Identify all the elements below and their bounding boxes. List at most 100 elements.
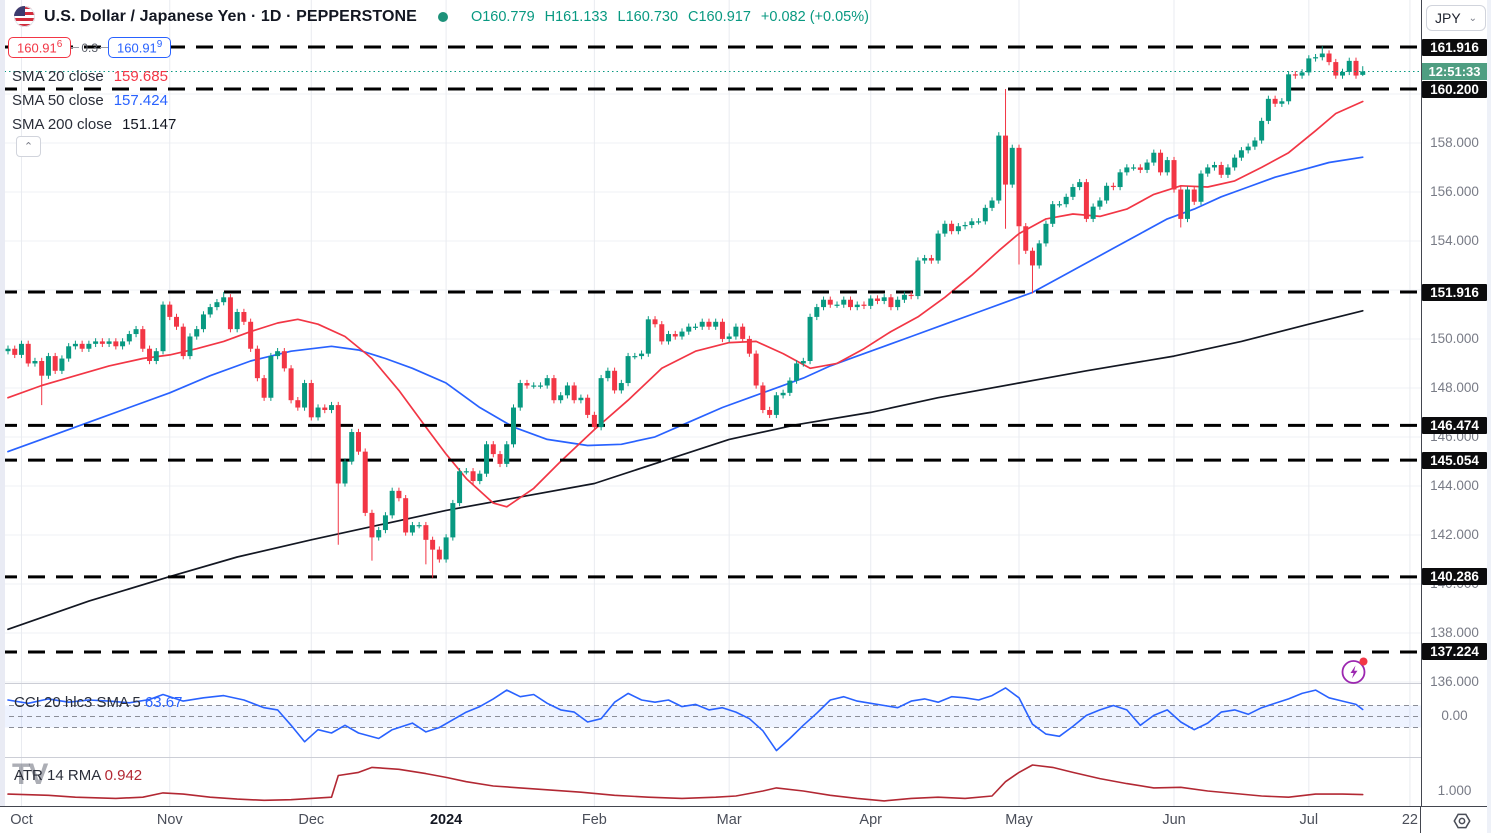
candle-body <box>531 385 537 387</box>
time-tick-label[interactable]: 22 <box>1401 812 1418 828</box>
price-tick-label: 150.000 <box>1430 330 1479 346</box>
candle-body <box>591 414 597 428</box>
candle-body <box>25 343 31 364</box>
currency-dropdown[interactable]: JPY ⌄ <box>1426 5 1486 31</box>
bar-countdown-label: 12:51:33 <box>1422 63 1487 80</box>
candle-body <box>605 370 611 379</box>
candle-body <box>403 498 409 533</box>
candle-body <box>1265 98 1271 121</box>
candle-body <box>335 405 341 484</box>
candle-body <box>652 319 658 325</box>
time-tick-label[interactable]: Oct <box>10 812 33 828</box>
candle-body <box>1117 172 1123 188</box>
candle-body <box>585 397 591 415</box>
candle-body <box>160 304 166 352</box>
candle-body <box>275 351 281 357</box>
candle-body <box>194 329 200 337</box>
candle-body <box>1036 243 1042 266</box>
time-tick-label[interactable]: Nov <box>156 812 183 828</box>
indicator-legend-row[interactable]: SMA 50 close 157.424 <box>12 88 176 112</box>
atr-indicator-label[interactable]: ATR 14 RMA 0.942 <box>14 767 142 784</box>
bid-sup-digit: 6 <box>56 39 63 50</box>
candle-body <box>1110 185 1116 188</box>
candle-body <box>59 358 65 371</box>
candle-body <box>834 304 840 306</box>
sell-price-button[interactable]: 160.916 <box>8 37 72 59</box>
candle-body <box>302 383 308 408</box>
timezone-settings-button[interactable] <box>1448 810 1476 832</box>
candle-body <box>1043 223 1049 244</box>
indicator-name: SMA 20 close <box>12 67 104 85</box>
candle-body <box>868 298 874 306</box>
candle-body <box>248 321 254 349</box>
candle-body <box>686 326 692 332</box>
candle-body <box>504 444 510 464</box>
time-tick-label[interactable]: Apr <box>859 812 883 828</box>
time-tick-label[interactable]: Feb <box>581 812 607 828</box>
candle-body <box>450 503 456 538</box>
market-open-dot-icon[interactable] <box>437 11 448 22</box>
candle-body <box>308 383 314 418</box>
candle-body <box>908 294 914 297</box>
price-level-label[interactable]: 146.474 <box>1422 416 1487 434</box>
candle-body <box>780 392 786 396</box>
symbol-title[interactable]: U.S. Dollar / Japanese Yen · 1D · PEPPER… <box>44 7 417 25</box>
indicator-legend-row[interactable]: SMA 200 close 151.147 <box>12 112 176 136</box>
candle-body <box>167 304 173 317</box>
candle-body <box>881 297 887 301</box>
candle-body <box>639 353 645 357</box>
time-tick-label[interactable]: May <box>1005 812 1033 828</box>
price-level-label[interactable]: 137.224 <box>1422 643 1487 661</box>
price-level-label[interactable]: 140.286 <box>1422 568 1487 586</box>
collapse-legend-button[interactable]: ⌃ <box>16 136 41 157</box>
candle-body <box>93 341 99 344</box>
candle-body <box>66 346 72 359</box>
price-tick-label: 136.000 <box>1430 673 1479 689</box>
indicator-value: 151.147 <box>122 115 177 133</box>
candle-body <box>537 385 543 387</box>
candle-body <box>773 395 779 415</box>
time-axis[interactable]: Oct Nov Dec 2024 Feb Mar Apr May Jun Jul 22 <box>0 806 1491 833</box>
candle-body <box>1185 189 1190 219</box>
candle-body <box>497 454 503 464</box>
candle-body <box>1360 71 1366 75</box>
atr-value: 0.942 <box>104 767 143 784</box>
candle-body <box>12 348 18 355</box>
candle-body <box>1299 72 1305 76</box>
indicator-legend: SMA 20 close 159.685 SMA 50 close 157.424 SM… <box>12 64 176 136</box>
time-tick-label[interactable]: Mar <box>716 812 742 828</box>
candle-body <box>484 444 490 474</box>
candle-body <box>814 307 820 317</box>
candle-body <box>254 348 260 379</box>
indicator-value: 159.685 <box>113 67 168 85</box>
price-level-label[interactable]: 145.054 <box>1422 451 1487 469</box>
candle-body <box>1205 167 1211 174</box>
candle-body <box>106 341 112 344</box>
alert-lightning-button[interactable] <box>1340 657 1369 686</box>
candle-body <box>692 326 698 328</box>
buy-price-button[interactable]: 160.919 <box>108 37 172 59</box>
candle-body <box>322 407 328 410</box>
price-level-label[interactable]: 151.916 <box>1422 283 1487 301</box>
candle-body <box>760 385 766 410</box>
ohlc-item: +0.082 (+0.05%) <box>760 8 869 25</box>
candle-body <box>349 432 355 462</box>
cci-indicator-label[interactable]: CCI 20 hlc3 SMA 5 63.67 <box>14 694 182 711</box>
time-tick-label[interactable]: Dec <box>298 812 325 828</box>
indicator-legend-row[interactable]: SMA 20 close 159.685 <box>12 64 176 88</box>
candle-body <box>558 395 564 401</box>
candle-body <box>1306 58 1312 73</box>
time-tick-label[interactable]: 2024 <box>429 812 463 828</box>
candle-body <box>1353 60 1359 76</box>
candle-body <box>976 221 982 223</box>
time-tick-label[interactable]: Jul <box>1299 812 1319 828</box>
price-level-label[interactable]: 161.916 <box>1422 38 1487 56</box>
time-tick-label[interactable]: Jun <box>1162 812 1186 828</box>
candle-body <box>147 348 153 361</box>
price-level-label[interactable]: 160.200 <box>1422 80 1487 98</box>
price-axis[interactable]: JPY ⌄ 12:51:33 158.000 156.000 154.000 150.… <box>1421 0 1487 806</box>
candle-body <box>382 515 388 531</box>
chart-canvas[interactable] <box>0 0 1421 806</box>
candle-body <box>551 378 557 401</box>
candle-body <box>1029 250 1035 266</box>
